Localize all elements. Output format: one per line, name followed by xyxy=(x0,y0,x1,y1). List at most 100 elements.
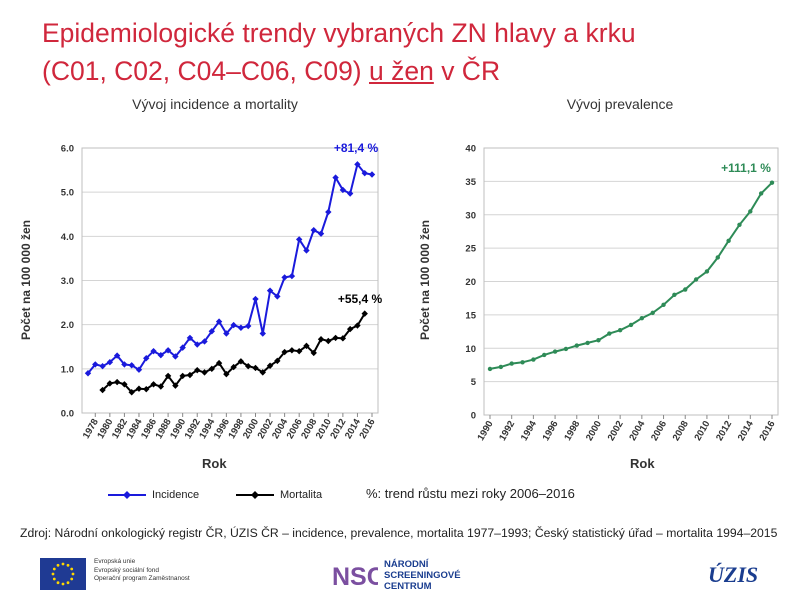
left-data-point-mortalita xyxy=(135,385,143,392)
legend-label-mortality: Mortalita xyxy=(280,489,323,501)
right-data-point-prevalence xyxy=(639,316,645,321)
right-y-tick-label: 10 xyxy=(465,344,476,355)
left-data-point-incidence xyxy=(237,324,245,331)
left-data-point-mortalita xyxy=(208,365,215,373)
left-y-tick-label: 0.0 xyxy=(61,409,74,420)
left-data-point-incidence xyxy=(186,334,194,342)
title-line-2-suffix: v ČR xyxy=(433,56,501,86)
right-data-point-prevalence xyxy=(487,366,493,372)
right-data-point-prevalence xyxy=(715,255,720,260)
right-y-tick-label: 0 xyxy=(471,411,476,422)
left-y-tick-label: 1.0 xyxy=(61,364,74,375)
left-data-point-incidence xyxy=(259,330,266,337)
eu-line-1: Evropská unie xyxy=(94,558,136,565)
right-data-point-prevalence xyxy=(769,180,775,185)
eu-star xyxy=(70,577,74,581)
right-x-tick-label: 2000 xyxy=(584,419,604,443)
right-data-point-prevalence xyxy=(542,352,547,358)
right-x-tick-label: 2010 xyxy=(692,419,712,443)
left-data-point-mortalita xyxy=(317,336,325,343)
right-x-tick-label: 2014 xyxy=(736,418,756,442)
eu-star xyxy=(56,581,60,585)
right-x-tick-label: 1998 xyxy=(562,419,582,443)
right-data-point-prevalence xyxy=(704,269,710,274)
eu-star xyxy=(51,572,55,576)
left-data-point-incidence xyxy=(346,190,354,197)
left-data-point-mortalita xyxy=(99,386,106,394)
eu-star xyxy=(52,567,56,571)
right-data-point-prevalence xyxy=(531,357,536,362)
left-data-point-incidence xyxy=(317,230,325,237)
left-data-point-incidence xyxy=(99,362,106,370)
left-data-point-mortalita xyxy=(157,383,165,390)
nsc-line-2: SCREENINGOVÉ xyxy=(384,569,461,581)
right-x-tick-label: 1992 xyxy=(497,419,517,443)
left-data-point-mortalita xyxy=(121,381,128,388)
left-data-point-mortalita xyxy=(354,322,361,329)
left-data-point-incidence xyxy=(295,236,303,243)
left-data-point-mortalita xyxy=(150,381,157,388)
nsc-line-1: NÁRODNÍ xyxy=(384,558,429,570)
right-y-tick-label: 30 xyxy=(465,210,476,221)
right-data-point-prevalence xyxy=(617,328,623,333)
title-line-2: (C01, C02, C04–C06, C09) u žen v ČR xyxy=(42,52,762,90)
left-data-point-incidence xyxy=(135,366,143,373)
left-data-point-mortalita xyxy=(237,358,245,365)
right-data-point-prevalence xyxy=(574,343,579,348)
right-data-point-prevalence xyxy=(607,331,612,336)
left-data-point-mortalita xyxy=(259,369,266,376)
right-data-point-prevalence xyxy=(563,346,569,352)
left-y-tick-label: 3.0 xyxy=(61,276,74,287)
right-data-point-prevalence xyxy=(498,364,504,370)
left-data-point-mortalita xyxy=(274,357,281,365)
left-data-point-incidence xyxy=(230,321,237,329)
right-x-tick-label: 1990 xyxy=(476,419,496,443)
right-data-point-prevalence xyxy=(596,338,601,343)
left-data-point-incidence xyxy=(201,338,208,345)
left-data-point-mortalita xyxy=(295,347,303,355)
left-data-point-incidence xyxy=(157,351,165,359)
left-data-point-incidence xyxy=(266,287,274,294)
right-x-tick-label: 2012 xyxy=(714,419,734,443)
left-data-point-incidence xyxy=(208,328,215,335)
left-data-point-incidence xyxy=(310,226,317,234)
left-data-point-incidence xyxy=(113,352,121,359)
right-x-tick-label: 2008 xyxy=(671,419,691,443)
right-data-point-prevalence xyxy=(650,310,655,316)
left-data-point-mortalita xyxy=(128,389,135,396)
right-y-tick-label: 25 xyxy=(465,244,476,255)
legend-item-incidence: Incidence xyxy=(108,489,199,501)
eu-star xyxy=(66,581,70,585)
left-chart-title: Vývoj incidence a mortality xyxy=(132,96,298,112)
left-data-point-incidence xyxy=(143,355,150,362)
left-data-point-incidence xyxy=(106,359,114,366)
left-y-axis-label: Počet na 100 000 žen xyxy=(19,219,33,341)
legend-label-incidence: Incidence xyxy=(152,489,200,501)
nsc-logo-icon: NSC xyxy=(332,563,378,591)
left-annotation-incidence: +81,4 % xyxy=(334,141,379,155)
left-data-point-incidence xyxy=(332,174,339,181)
eu-line-2: Evropský sociální fond xyxy=(94,566,160,574)
left-data-point-mortalita xyxy=(325,337,332,345)
nsc-text: NÁRODNÍ SCREENINGOVÉ CENTRUM xyxy=(384,559,461,592)
mortality-legend-marker-icon xyxy=(236,491,274,499)
left-data-point-mortalita xyxy=(288,347,296,354)
eu-star xyxy=(52,577,56,581)
left-data-point-incidence xyxy=(325,208,332,216)
left-data-point-mortalita xyxy=(143,385,150,393)
left-y-tick-label: 6.0 xyxy=(61,144,74,155)
left-data-point-mortalita xyxy=(361,310,368,317)
left-data-point-incidence xyxy=(92,361,99,368)
left-data-point-mortalita xyxy=(303,342,310,350)
legend-item-mortality: Mortalita xyxy=(236,489,322,501)
footer: Evropská unie Evropský sociální fond Ope… xyxy=(0,550,800,600)
left-data-point-mortalita xyxy=(201,369,208,376)
left-data-point-incidence xyxy=(215,318,223,325)
left-data-point-incidence xyxy=(288,272,296,280)
left-data-point-mortalita xyxy=(186,371,194,379)
title-line-2-prefix: (C01, C02, C04–C06, C09) xyxy=(42,56,369,86)
right-data-point-prevalence xyxy=(585,340,590,346)
eu-star xyxy=(70,567,74,571)
uzis-logo: ÚZIS xyxy=(708,562,759,587)
